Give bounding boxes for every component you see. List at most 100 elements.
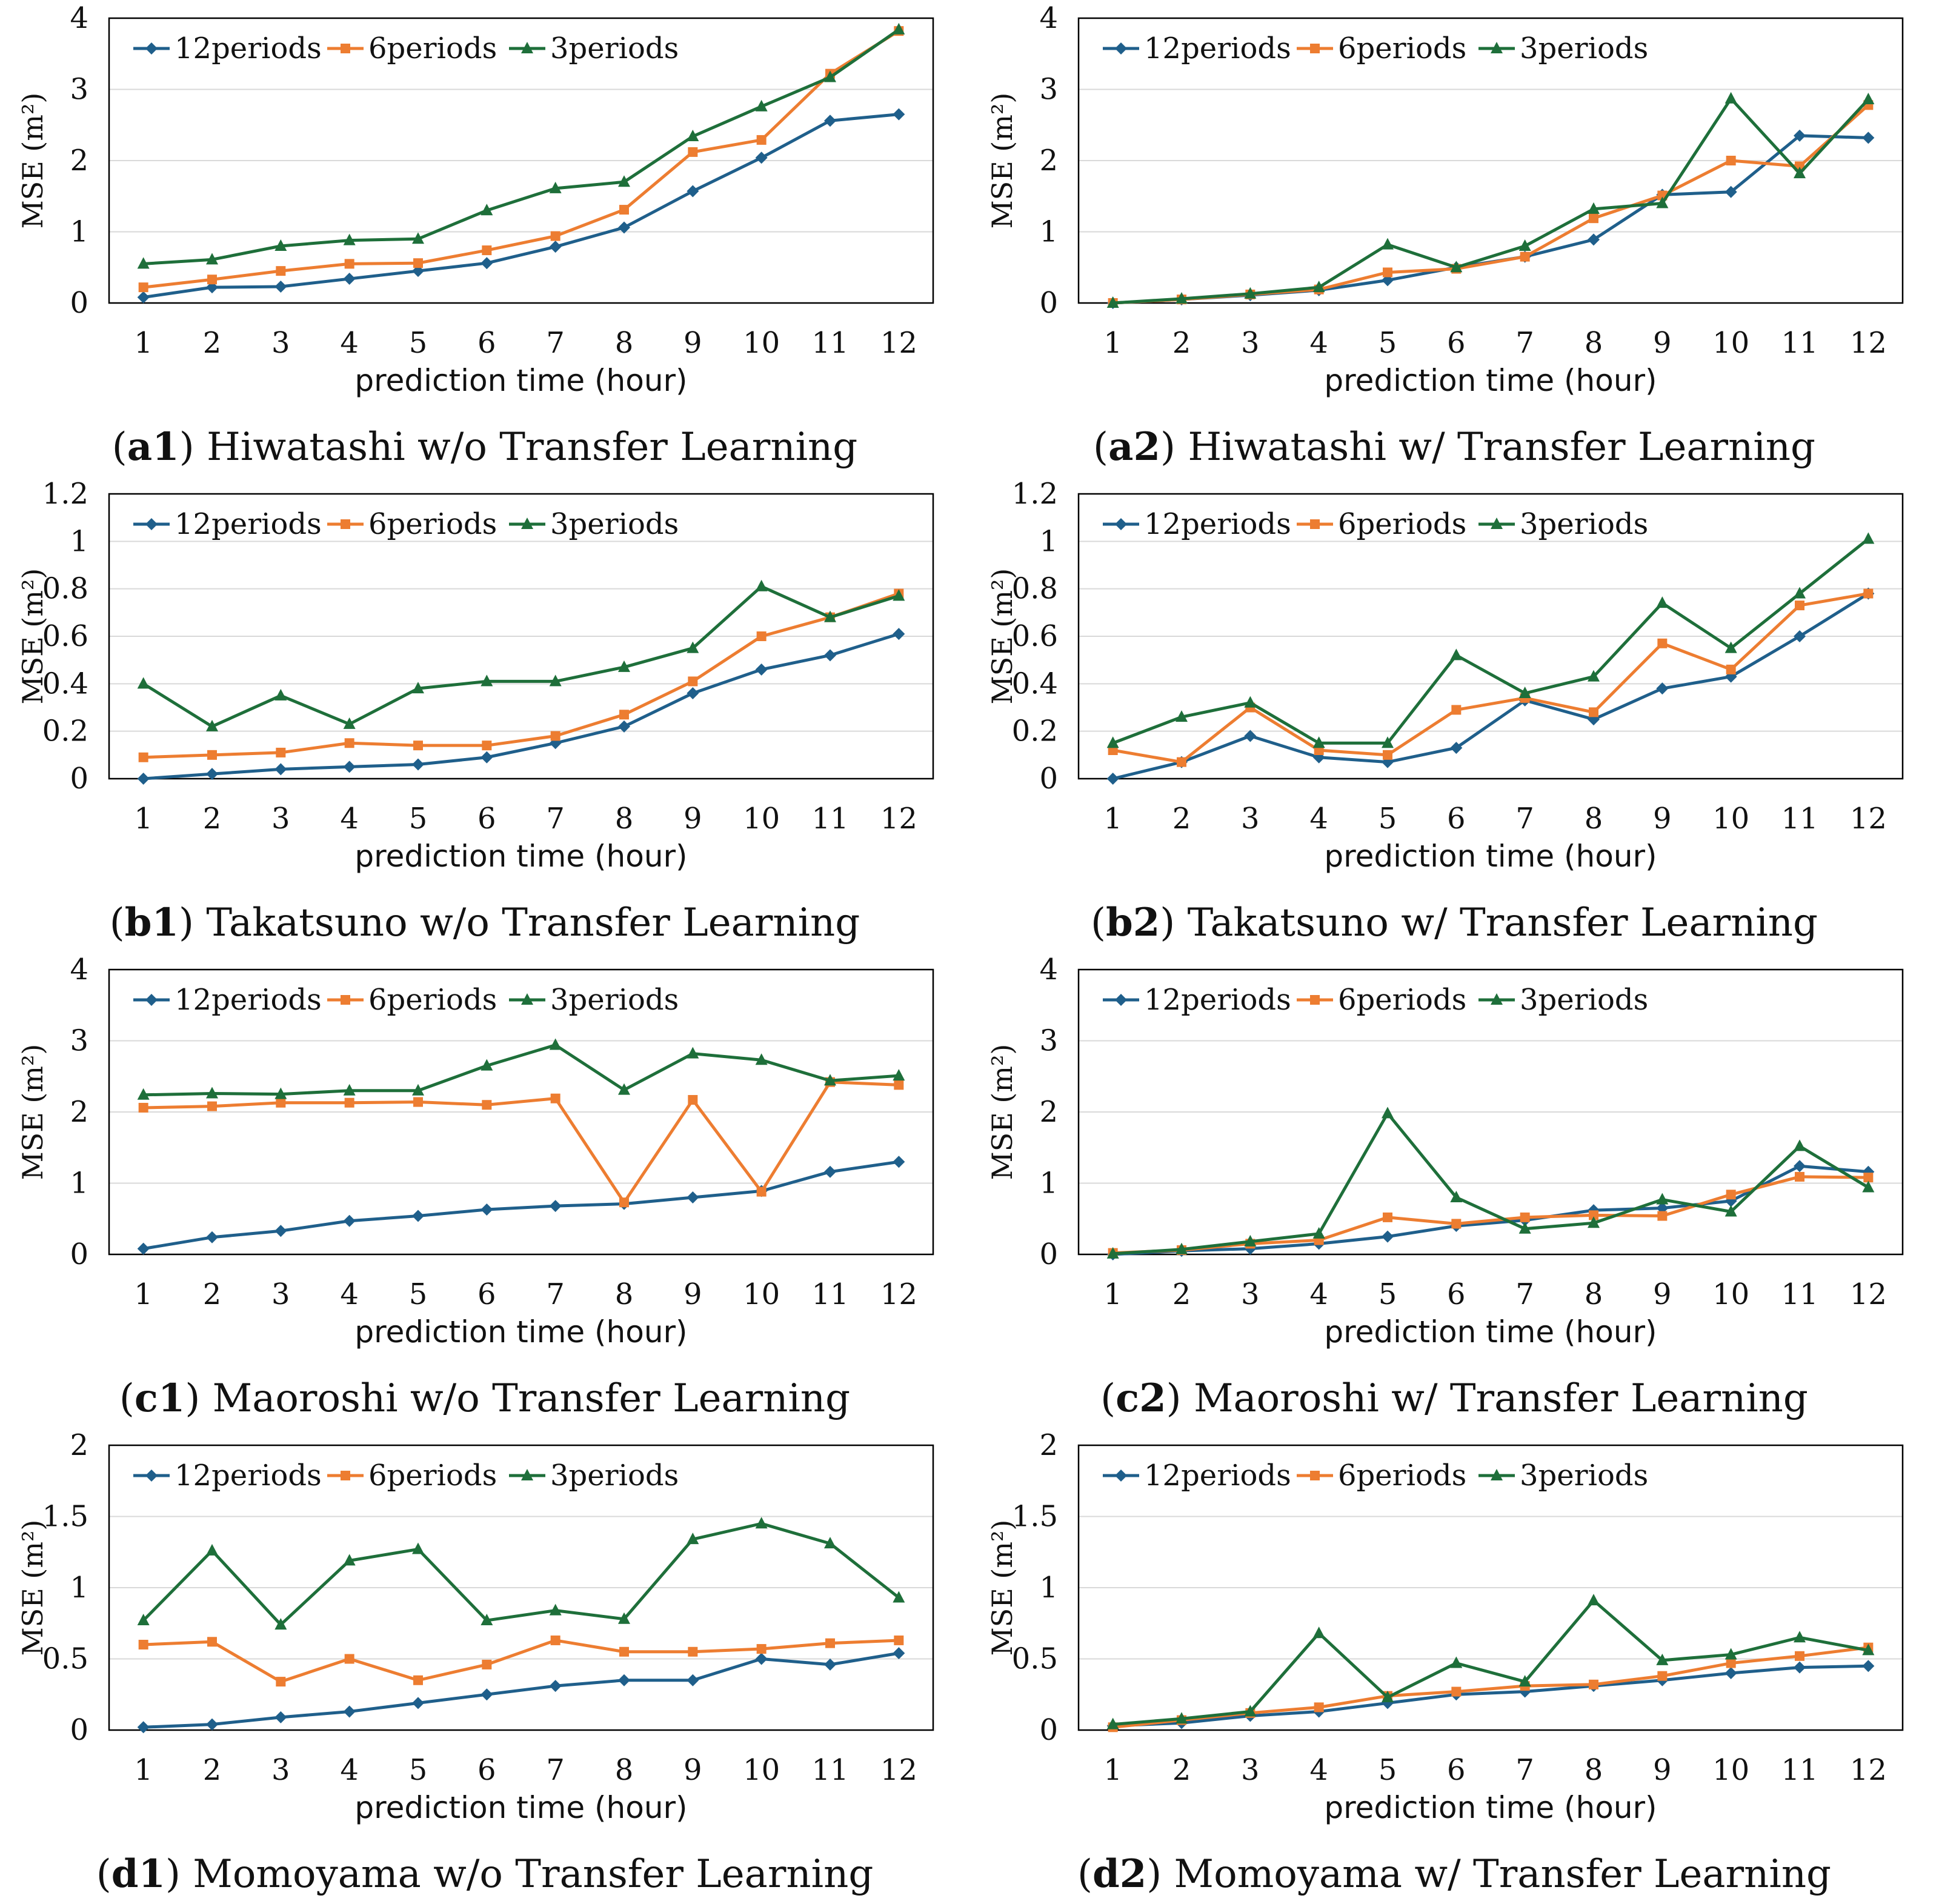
data-point-12periods [1794, 630, 1806, 642]
data-point-3periods [687, 1533, 699, 1545]
data-point-6periods [688, 1646, 698, 1657]
x-tick-label: 12 [880, 326, 917, 360]
data-point-6periods [482, 741, 492, 751]
x-tick-label: 4 [1309, 1753, 1328, 1787]
legend-label: 6periods [368, 507, 497, 541]
x-tick-label: 4 [1309, 1277, 1328, 1311]
data-point-3periods [481, 204, 493, 216]
x-tick-label: 6 [1447, 1753, 1466, 1787]
x-tick-label: 7 [546, 802, 565, 836]
y-tick-label: 0 [70, 286, 88, 320]
y-tick-label: 4 [1039, 1, 1058, 35]
y-tick-label: 1.5 [1012, 1500, 1058, 1534]
data-point-6periods [1795, 1171, 1804, 1182]
data-point-3periods [687, 130, 699, 142]
legend-marker [1491, 42, 1503, 53]
caption-d1: (d1) Momoyama w/o Transfer Learning [96, 1851, 874, 1897]
data-point-12periods [687, 1674, 699, 1686]
legend-marker [1115, 42, 1127, 55]
data-point-3periods [206, 719, 218, 731]
data-point-3periods [549, 674, 562, 687]
data-point-12periods [343, 761, 356, 773]
legend-label: 12periods [1144, 983, 1291, 1017]
x-tick-label: 10 [1712, 802, 1749, 836]
data-point-3periods [481, 674, 493, 687]
x-tick-label: 5 [409, 326, 428, 360]
x-tick-label: 6 [1447, 326, 1466, 360]
x-tick-label: 1 [1103, 802, 1122, 836]
data-point-3periods [1176, 291, 1188, 304]
x-tick-label: 2 [1172, 326, 1191, 360]
x-tick-label: 9 [683, 1277, 702, 1311]
data-point-12periods [343, 1705, 356, 1718]
data-point-6periods [276, 266, 286, 276]
chart-b1: 00.20.40.60.811.21 2 3 4 5 6 7 8 9 10 11 12predicti… [16, 477, 934, 874]
data-point-12periods [137, 1242, 150, 1255]
data-point-12periods [137, 291, 150, 304]
data-point-3periods [1312, 1626, 1325, 1639]
data-point-12periods [481, 1688, 493, 1701]
data-point-12periods [412, 758, 424, 771]
data-point-12periods [824, 1658, 836, 1671]
y-tick-label: 3 [1039, 73, 1058, 107]
data-point-6periods [207, 750, 217, 760]
caption-label: d2 [1092, 1851, 1147, 1897]
plot-frame [108, 17, 934, 304]
data-point-3periods [481, 1059, 493, 1071]
data-point-3periods [1862, 1180, 1875, 1193]
caption-label: a1 [127, 424, 179, 470]
x-tick-label: 7 [1515, 802, 1534, 836]
y-axis-label: MSE (m²) [16, 1520, 49, 1656]
data-point-12periods [893, 1156, 905, 1168]
x-tick-label: 2 [1172, 1753, 1191, 1787]
y-tick-label: 0 [70, 1713, 88, 1747]
data-point-12periods [824, 649, 836, 662]
data-point-6periods [1863, 588, 1874, 599]
data-point-6periods [1383, 750, 1392, 760]
data-point-6periods [550, 1093, 560, 1103]
data-point-3periods [1862, 92, 1875, 104]
data-point-12periods [1106, 773, 1119, 785]
data-point-6periods [1795, 601, 1804, 611]
caption-c1: (c1) Maoroshi w/o Transfer Learning [119, 1376, 851, 1421]
x-tick-label: 6 [1447, 1277, 1466, 1311]
x-tick-label: 8 [615, 326, 634, 360]
panel-c1: 0 1 2 3 4 1 2 3 4 5 6 7 8 9 10 11 12 prediction time (hou… [0, 951, 970, 1427]
data-point-3periods [1106, 1247, 1119, 1259]
x-tick-label: 9 [683, 326, 702, 360]
data-point-3periods [137, 257, 150, 269]
series-line-3periods [1112, 538, 1869, 745]
legend-label: 3periods [1520, 507, 1648, 541]
data-point-6periods [138, 1102, 148, 1113]
x-tick-label: 10 [743, 802, 780, 836]
x-tick-label: 11 [1781, 802, 1818, 836]
x-tick-label: 4 [340, 1753, 359, 1787]
data-point-12periods [1656, 682, 1669, 695]
y-tick-label: 0.8 [1012, 572, 1058, 606]
data-point-6periods [413, 741, 423, 751]
data-point-6periods [550, 731, 560, 741]
y-tick-label: 1 [70, 1167, 88, 1200]
y-tick-label: 0.4 [42, 667, 88, 701]
data-point-3periods [1450, 1656, 1463, 1668]
data-point-6periods [1589, 1679, 1598, 1689]
x-tick-label: 6 [477, 802, 496, 836]
data-point-6periods [756, 1644, 767, 1654]
plot-frame [108, 1444, 934, 1731]
data-point-12periods [206, 1231, 218, 1243]
x-tick-label: 1 [1103, 326, 1122, 360]
series-line-6periods [143, 1639, 899, 1683]
data-point-3periods [1588, 202, 1600, 214]
legend-marker [521, 42, 533, 53]
series-line-12periods [1113, 1164, 1869, 1256]
data-point-3periods [1518, 239, 1531, 251]
y-tick-label: 0.5 [42, 1642, 88, 1676]
y-tick-label: 0.8 [42, 572, 88, 606]
plot-frame [1077, 17, 1904, 304]
x-tick-label: 5 [1379, 802, 1397, 836]
data-point-3periods [1588, 670, 1600, 682]
data-point-6periods [1726, 664, 1736, 674]
x-tick-label: 9 [1653, 326, 1672, 360]
data-point-3periods [824, 1074, 836, 1086]
